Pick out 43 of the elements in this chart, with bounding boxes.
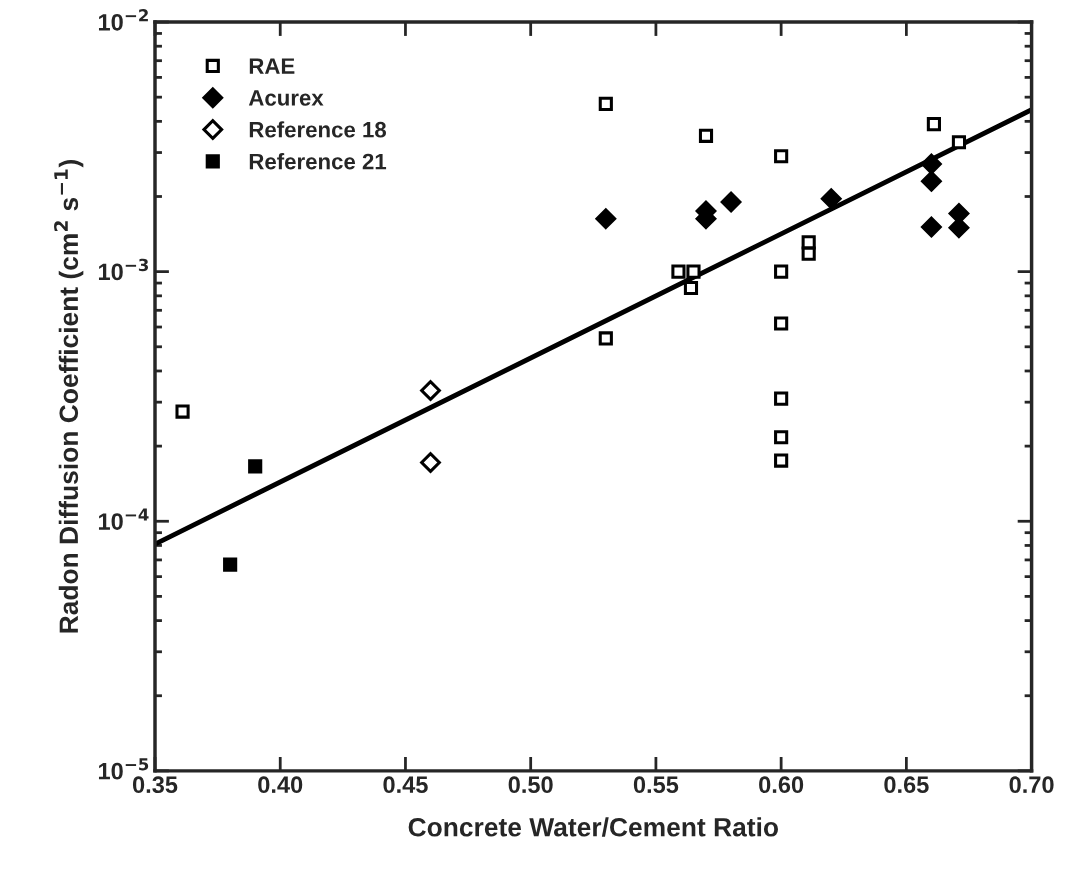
x-tick-label: 0.65 (884, 776, 929, 794)
point (774, 430, 789, 445)
y-tick-label: 10$^{−3}$ (98, 258, 149, 281)
point (921, 153, 942, 175)
point (926, 117, 941, 132)
point (420, 452, 441, 473)
point (774, 453, 789, 468)
point (921, 216, 942, 238)
legend-label: Reference 18 (249, 121, 387, 138)
legend-label: Reference 21 (249, 153, 387, 170)
point (671, 264, 686, 279)
y-axis-title: Radon Diffusion Coefficient (cm$^{2}$ s$^{−1}$) (54, 160, 84, 633)
x-tick-label: 0.40 (258, 776, 303, 794)
point (686, 264, 701, 279)
point (598, 331, 613, 346)
x-tick-label: 0.45 (383, 776, 428, 794)
point (951, 135, 967, 150)
y-tick-label: 10$^{−2}$ (98, 9, 148, 31)
point (248, 459, 263, 474)
point (720, 191, 742, 213)
point (948, 217, 970, 239)
legend-label: RAE (249, 58, 295, 74)
point (774, 264, 789, 279)
point (175, 404, 190, 419)
x-tick-label: 0.55 (633, 776, 679, 794)
point (420, 380, 441, 401)
point (223, 557, 238, 572)
point (698, 128, 714, 143)
point (801, 246, 816, 261)
x-tick-label: 0.70 (1009, 776, 1054, 794)
x-tick-label: 0.60 (759, 776, 804, 794)
point (820, 188, 842, 210)
x-axis-title: Concrete Water/Cement Ratio (408, 817, 778, 837)
x-tick-label: 0.50 (508, 776, 553, 794)
point (595, 208, 617, 230)
y-tick-label: 10$^{−4}$ (98, 508, 149, 530)
point (774, 149, 789, 164)
point (774, 391, 789, 406)
point (598, 96, 613, 111)
point (774, 316, 789, 331)
legend-label: Acurex (248, 90, 324, 106)
point (683, 280, 699, 296)
point (921, 170, 942, 192)
